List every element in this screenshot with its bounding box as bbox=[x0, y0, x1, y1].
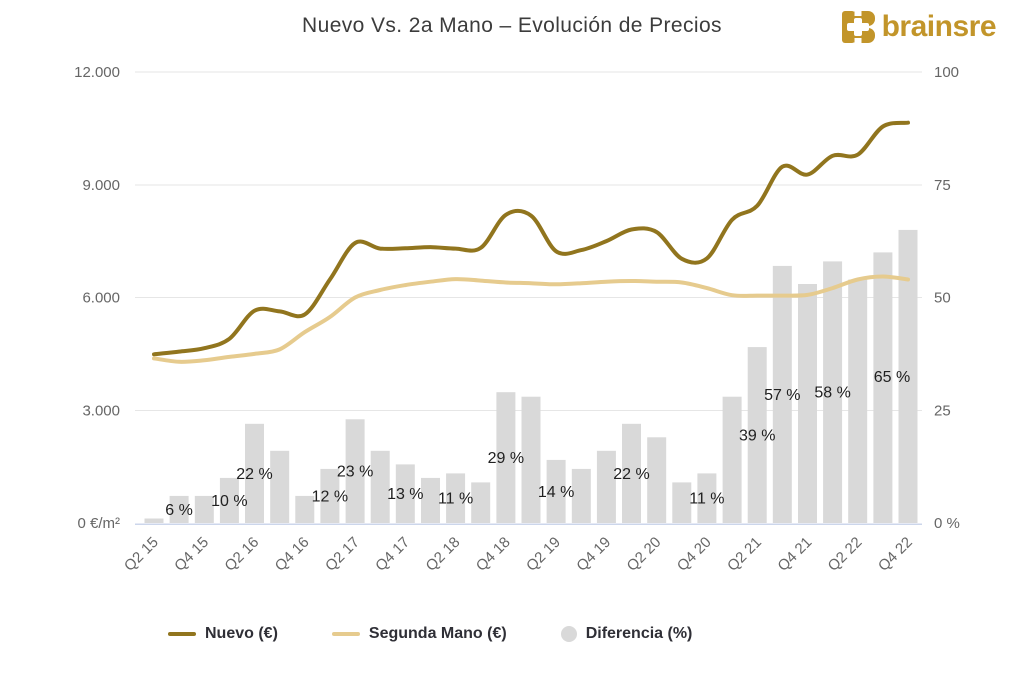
bar-value-label: 11 % bbox=[438, 491, 473, 508]
y-axis-right-label: 100 bbox=[934, 64, 959, 81]
bar-value-label: 65 % bbox=[874, 369, 910, 386]
x-axis-label: Q2 21 bbox=[724, 534, 765, 575]
bar-diferencia-Q2-20[interactable] bbox=[647, 437, 667, 523]
bar-diferencia-Q1-19[interactable] bbox=[521, 396, 541, 523]
bar-value-label: 29 % bbox=[488, 450, 524, 467]
x-axis-label: Q2 18 bbox=[423, 534, 464, 575]
brainsre-logo-icon bbox=[841, 11, 875, 43]
bar-value-label: 22 % bbox=[613, 466, 649, 483]
brainsre-logo-text: brainsre bbox=[881, 10, 997, 43]
line-nuevo[interactable] bbox=[152, 120, 910, 357]
x-axis-label: Q2 15 bbox=[121, 534, 162, 575]
bar-diferencia-Q2-19[interactable] bbox=[546, 459, 566, 523]
y-axis-left-label: 6.000 bbox=[82, 290, 120, 307]
bar-value-label: 23 % bbox=[337, 464, 373, 481]
bar-diferencia-Q3-18[interactable] bbox=[471, 482, 491, 523]
x-axis-label: Q2 19 bbox=[523, 534, 564, 575]
bar-diferencia-Q2-17[interactable] bbox=[345, 419, 365, 523]
line-segunda-mano[interactable] bbox=[152, 274, 910, 364]
legend-label: Nuevo (€) bbox=[205, 625, 278, 642]
brainsre-logo: brainsre bbox=[841, 9, 997, 45]
bar-diferencia-Q3-17[interactable] bbox=[370, 450, 390, 523]
y-axis-right-label: 0 % bbox=[934, 515, 960, 532]
bar-value-label: 10 % bbox=[211, 493, 247, 510]
legend-bubble-swatch bbox=[560, 626, 577, 642]
bar-diferencia-Q3-21[interactable] bbox=[772, 265, 792, 523]
bar-diferencia-Q4-15[interactable] bbox=[194, 495, 214, 523]
legend-line-swatch bbox=[168, 632, 196, 636]
bar-diferencia-Q3-22[interactable] bbox=[873, 252, 893, 523]
bar-diferencia-Q4-20[interactable] bbox=[697, 473, 717, 523]
bar-diferencia-Q3-16[interactable] bbox=[270, 450, 290, 523]
x-axis-label: Q4 19 bbox=[573, 534, 614, 575]
bar-diferencia-Q1-22[interactable] bbox=[823, 261, 843, 523]
bar-diferencia-Q2-15[interactable] bbox=[144, 518, 164, 524]
x-axis-label: Q4 21 bbox=[774, 534, 815, 575]
legend-item-diferencia[interactable]: Diferencia (%) bbox=[560, 625, 693, 643]
bar-diferencia-Q2-22[interactable] bbox=[848, 279, 868, 524]
bar-diferencia-Q1-20[interactable] bbox=[622, 423, 641, 523]
x-axis-label: Q4 20 bbox=[674, 534, 715, 575]
y-axis-left-label: 0 €/m² bbox=[77, 515, 120, 532]
legend-item-segunda-mano[interactable]: Segunda Mano (€) bbox=[331, 625, 507, 643]
bar-diferencia-Q2-21[interactable] bbox=[747, 347, 767, 523]
bar-diferencia-Q3-19[interactable] bbox=[571, 468, 591, 523]
y-axis-right-label: 25 bbox=[934, 402, 951, 419]
bar-diferencia-Q4-18[interactable] bbox=[496, 392, 516, 523]
bar-diferencia-Q3-15[interactable] bbox=[169, 495, 189, 523]
bar-value-label: 39 % bbox=[739, 428, 775, 445]
bar-value-label: 12 % bbox=[312, 488, 348, 505]
bar-diferencia-Q1-17[interactable] bbox=[320, 468, 340, 523]
y-axis-right-label: 75 bbox=[934, 177, 951, 194]
x-axis-label: Q4 22 bbox=[875, 534, 916, 575]
bar-value-label: 22 % bbox=[236, 466, 272, 483]
y-axis-left-label: 9.000 bbox=[82, 177, 120, 194]
legend-line-swatch bbox=[331, 632, 360, 636]
bar-value-label: 58 % bbox=[814, 385, 850, 402]
bar-value-label: 57 % bbox=[764, 387, 800, 404]
x-axis-label: Q2 16 bbox=[221, 534, 262, 575]
y-axis-right-label: 50 bbox=[934, 290, 951, 307]
x-axis-label: Q2 22 bbox=[825, 534, 866, 575]
bar-value-label: 14 % bbox=[538, 484, 574, 501]
chart-legend: Nuevo (€) Segunda Mano (€) Diferencia (%) bbox=[168, 618, 692, 650]
legend-item-nuevo[interactable]: Nuevo (€) bbox=[168, 625, 278, 643]
bar-diferencia-Q4-16[interactable] bbox=[295, 495, 315, 523]
x-axis-label: Q2 20 bbox=[624, 534, 665, 575]
bar-diferencia-Q1-18[interactable] bbox=[421, 477, 440, 523]
x-axis-label: Q4 18 bbox=[473, 534, 514, 575]
bar-value-label: 11 % bbox=[689, 491, 724, 508]
legend-label: Diferencia (%) bbox=[585, 625, 693, 642]
bar-diferencia-Q4-19[interactable] bbox=[596, 450, 616, 523]
bar-diferencia-Q2-16[interactable] bbox=[245, 423, 264, 523]
x-axis-label: Q4 17 bbox=[372, 534, 413, 575]
bar-diferencia-Q1-16[interactable] bbox=[219, 477, 239, 523]
y-axis-left-label: 12.000 bbox=[74, 64, 120, 81]
bar-diferencia-Q3-20[interactable] bbox=[672, 482, 692, 523]
y-axis-left-label: 3.000 bbox=[82, 402, 120, 419]
bar-diferencia-Q4-22[interactable] bbox=[898, 229, 918, 523]
bar-value-label: 13 % bbox=[387, 486, 423, 503]
x-axis-label: Q2 17 bbox=[322, 534, 363, 575]
bar-diferencia-Q1-21[interactable] bbox=[722, 396, 742, 523]
bar-diferencia-Q4-17[interactable] bbox=[395, 464, 415, 523]
legend-label: Segunda Mano (€) bbox=[368, 625, 507, 642]
bar-diferencia-Q4-21[interactable] bbox=[798, 284, 817, 523]
chart-title: Nuevo Vs. 2a Mano – Evolución de Precios bbox=[302, 14, 722, 37]
bar-value-label: 6 % bbox=[165, 502, 193, 519]
bar-diferencia-Q2-18[interactable] bbox=[446, 473, 466, 523]
x-axis-label: Q4 16 bbox=[272, 534, 313, 575]
x-axis-label: Q4 15 bbox=[171, 534, 212, 575]
